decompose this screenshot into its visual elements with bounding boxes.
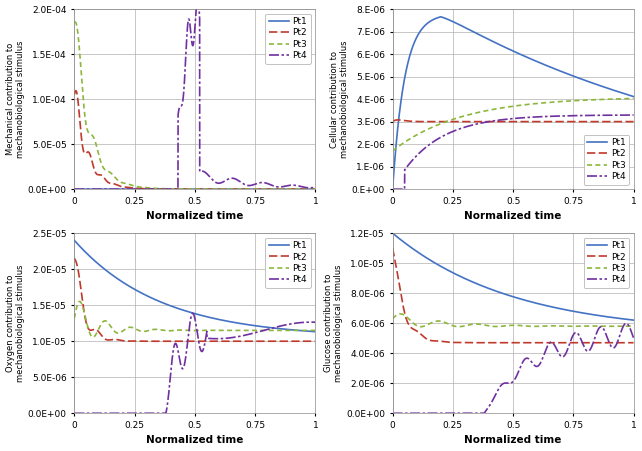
X-axis label: Normalized time: Normalized time	[146, 212, 243, 221]
Legend: Pt1, Pt2, Pt3, Pt4: Pt1, Pt2, Pt3, Pt4	[584, 238, 629, 288]
Y-axis label: Oxygen contribution to
mechanobiological stimulus: Oxygen contribution to mechanobiological…	[6, 264, 25, 382]
X-axis label: Normalized time: Normalized time	[146, 436, 243, 446]
Y-axis label: Cellular contribution to
mechanobiological stimulus: Cellular contribution to mechanobiologic…	[329, 40, 349, 158]
Y-axis label: Mechanical contribution to
mechanobiological stimulus: Mechanical contribution to mechanobiolog…	[6, 40, 25, 158]
X-axis label: Normalized time: Normalized time	[464, 436, 562, 446]
Legend: Pt1, Pt2, Pt3, Pt4: Pt1, Pt2, Pt3, Pt4	[265, 14, 311, 64]
X-axis label: Normalized time: Normalized time	[464, 212, 562, 221]
Legend: Pt1, Pt2, Pt3, Pt4: Pt1, Pt2, Pt3, Pt4	[265, 238, 311, 288]
Y-axis label: Glucose contribution to
mechanobiological stimulus: Glucose contribution to mechanobiologica…	[324, 264, 343, 382]
Legend: Pt1, Pt2, Pt3, Pt4: Pt1, Pt2, Pt3, Pt4	[584, 135, 629, 184]
